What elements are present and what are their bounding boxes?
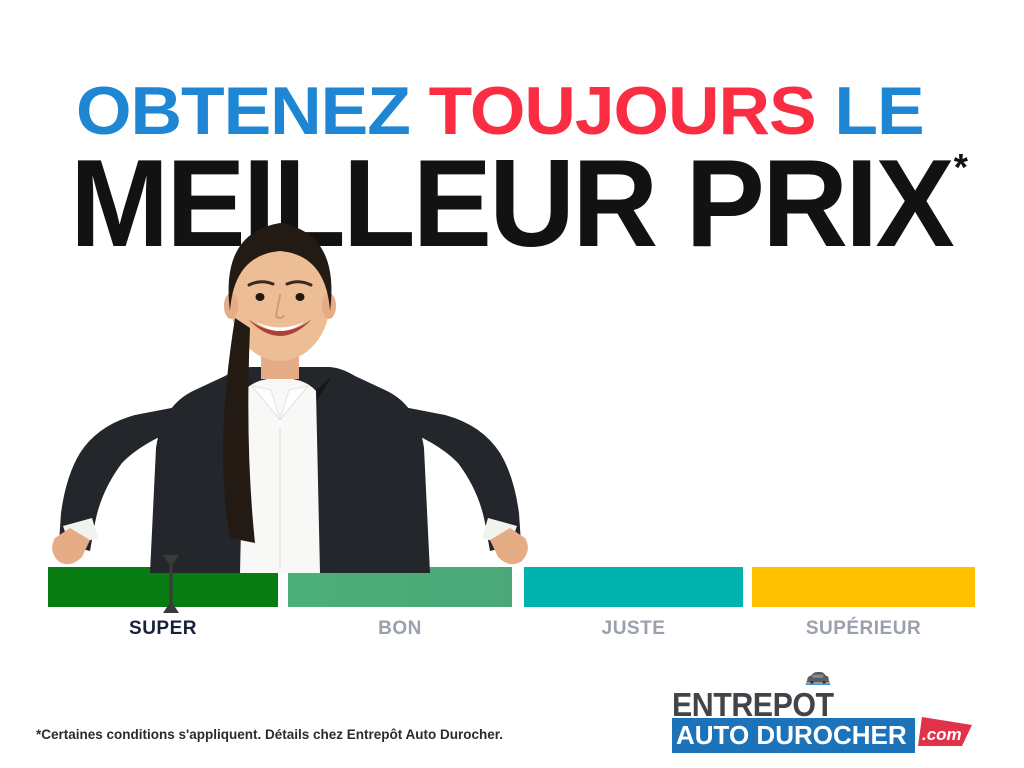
svg-text:.com: .com: [922, 725, 962, 744]
